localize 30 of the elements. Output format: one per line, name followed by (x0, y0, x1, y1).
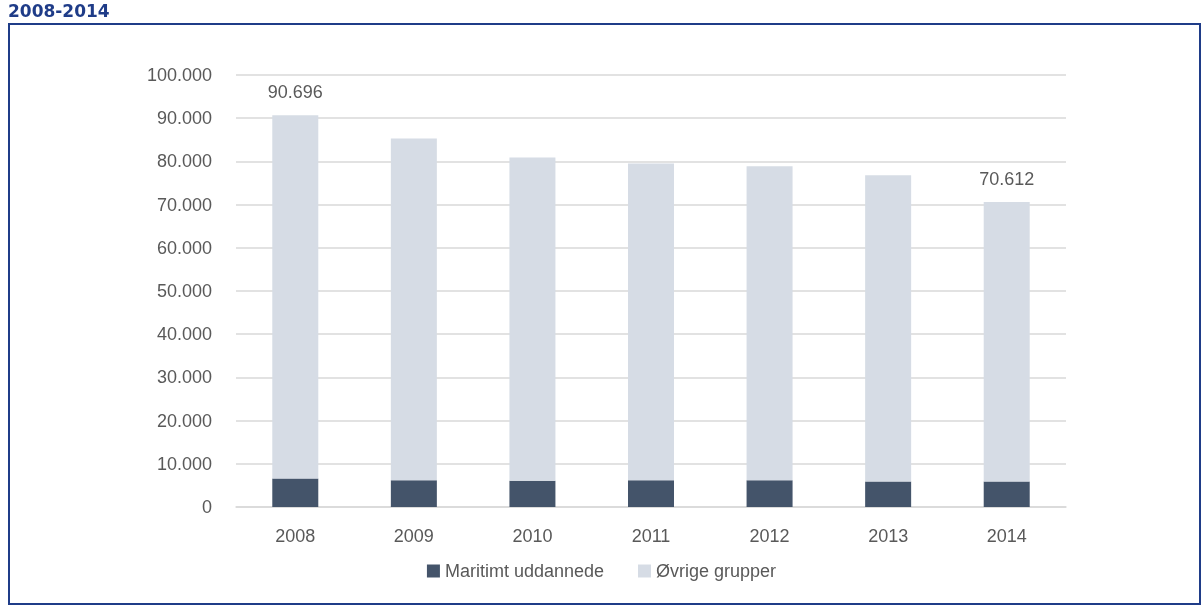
x-tick-label: 2014 (986, 526, 1027, 546)
legend-label: Maritimt uddannede (444, 561, 605, 581)
text: 2008-2014 (8, 1, 110, 21)
legend-label: Øvrige grupper (656, 561, 777, 581)
y-tick-label: 20.000 (156, 410, 212, 431)
x-tick-label: 2012 (749, 526, 790, 546)
total-label: 90.696 (267, 82, 323, 103)
bar (390, 480, 437, 507)
y-tick-label: 80.000 (156, 151, 212, 172)
y-tick-label: 40.000 (156, 324, 212, 345)
total-label: 70.612 (979, 168, 1035, 189)
x-tick-label: 2011 (631, 526, 671, 546)
y-tick-label: 100.000 (146, 65, 212, 85)
x-tick-label: 2013 (868, 526, 909, 546)
bar (628, 480, 674, 507)
x-tick-label: 2009 (393, 526, 434, 546)
y-tick-label: 70.000 (156, 194, 212, 215)
y-tick-label: 60.000 (156, 237, 212, 258)
y-tick-label: 0 (201, 497, 212, 517)
y-tick-label: 90.000 (156, 108, 212, 129)
bar (746, 480, 793, 507)
bar (865, 481, 912, 507)
x-tick-label: 2008 (275, 526, 316, 546)
bar (509, 480, 556, 507)
bar (983, 481, 1030, 507)
x-tick-label: 2010 (512, 526, 553, 546)
y-tick-label: 10.000 (156, 453, 212, 474)
bar (272, 478, 319, 507)
y-tick-label: 50.000 (156, 281, 212, 301)
y-tick-label: 30.000 (156, 367, 212, 388)
